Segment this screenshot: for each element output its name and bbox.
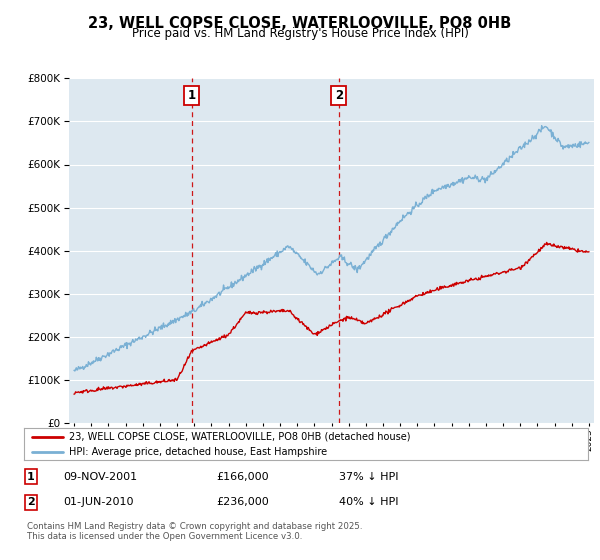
Text: Price paid vs. HM Land Registry's House Price Index (HPI): Price paid vs. HM Land Registry's House … (131, 27, 469, 40)
Text: £236,000: £236,000 (216, 497, 269, 507)
Text: £166,000: £166,000 (216, 472, 269, 482)
Text: 09-NOV-2001: 09-NOV-2001 (63, 472, 137, 482)
Text: 37% ↓ HPI: 37% ↓ HPI (339, 472, 398, 482)
Text: 2: 2 (335, 89, 343, 102)
Text: HPI: Average price, detached house, East Hampshire: HPI: Average price, detached house, East… (69, 447, 327, 457)
Text: 1: 1 (27, 472, 35, 482)
Text: 40% ↓ HPI: 40% ↓ HPI (339, 497, 398, 507)
Text: 23, WELL COPSE CLOSE, WATERLOOVILLE, PO8 0HB: 23, WELL COPSE CLOSE, WATERLOOVILLE, PO8… (88, 16, 512, 31)
Text: This data is licensed under the Open Government Licence v3.0.: This data is licensed under the Open Gov… (27, 532, 302, 541)
Text: 23, WELL COPSE CLOSE, WATERLOOVILLE, PO8 0HB (detached house): 23, WELL COPSE CLOSE, WATERLOOVILLE, PO8… (69, 432, 410, 442)
Text: 1: 1 (188, 89, 196, 102)
Text: 2: 2 (27, 497, 35, 507)
Text: 01-JUN-2010: 01-JUN-2010 (63, 497, 133, 507)
Text: Contains HM Land Registry data © Crown copyright and database right 2025.: Contains HM Land Registry data © Crown c… (27, 522, 362, 531)
